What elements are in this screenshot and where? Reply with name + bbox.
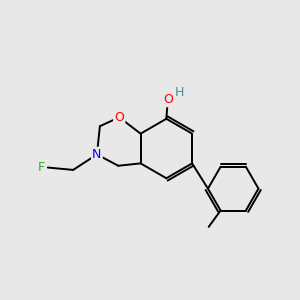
Text: H: H [174, 86, 184, 99]
Text: F: F [38, 161, 45, 174]
Text: O: O [114, 111, 124, 124]
Text: N: N [92, 148, 102, 161]
Text: O: O [163, 93, 173, 106]
